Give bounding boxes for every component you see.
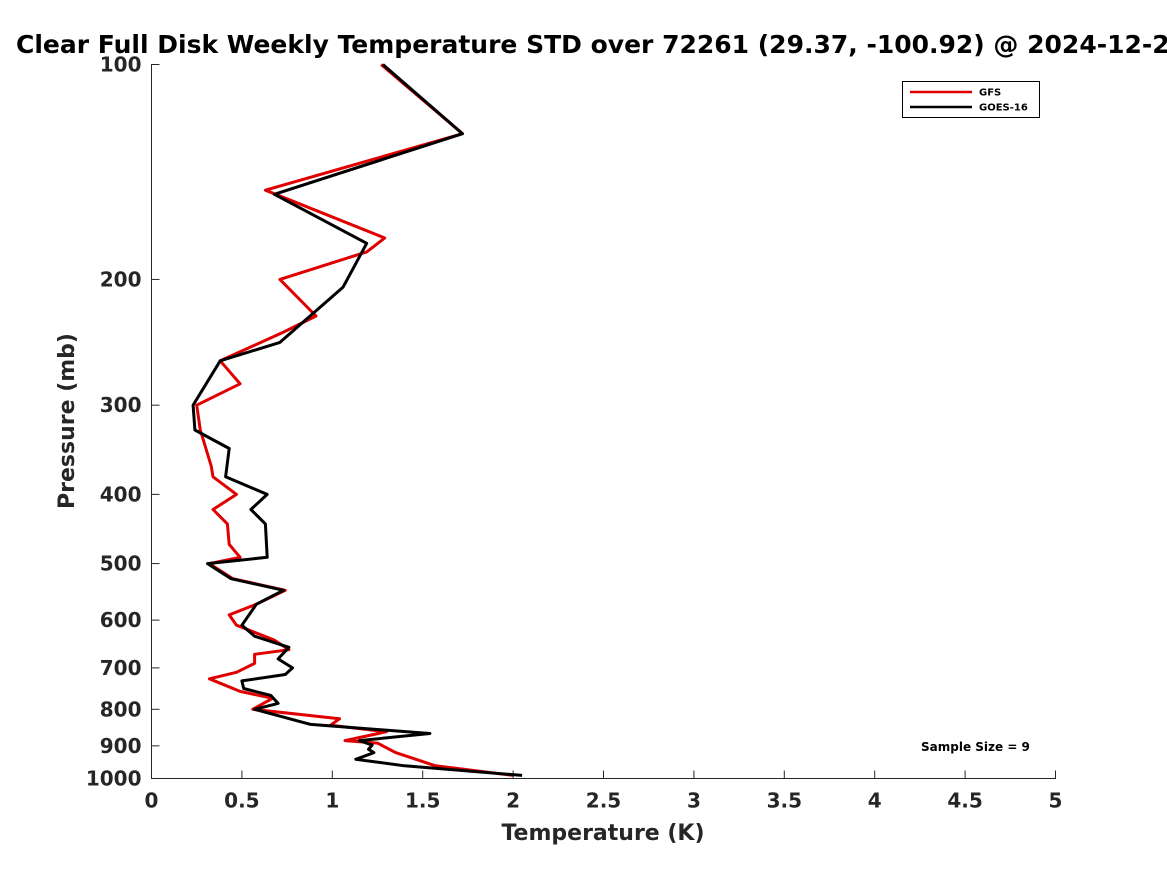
y-tick-label: 200 [100, 267, 142, 291]
chart-title: Clear Full Disk Weekly Temperature STD o… [16, 30, 1167, 59]
x-tick-label: 4 [868, 789, 882, 813]
x-tick-label: 0 [145, 789, 159, 813]
y-tick-label: 100 [100, 53, 142, 77]
x-tick-label: 1.5 [405, 789, 440, 813]
x-tick-label: 3.5 [767, 789, 802, 813]
series-line-gfs [195, 63, 514, 777]
y-tick-label: 700 [100, 656, 142, 680]
legend-box [902, 81, 1040, 118]
y-tick-label: 300 [100, 393, 142, 417]
y-axis-label: Pressure (mb) [55, 333, 80, 509]
y-tick-label: 800 [100, 697, 142, 721]
x-tick-label: 4.5 [947, 789, 982, 813]
y-tick-label: 900 [100, 734, 142, 758]
x-tick-label: 2.5 [586, 789, 621, 813]
y-tick-label: 1000 [86, 767, 142, 791]
x-tick-label: 0.5 [224, 789, 259, 813]
y-tick-label: 400 [100, 482, 142, 506]
x-axis-label: Temperature (K) [501, 821, 704, 846]
legend-label-goes-16: GOES-16 [979, 103, 1028, 114]
x-tick-label: 2 [506, 789, 520, 813]
series-line-goes-16 [191, 63, 523, 777]
x-ticks: 0 0.5 1 1.5 2 2.5 3 3.5 4 4.5 5 [145, 770, 1063, 813]
y-ticks: 100 200 300 400 500 600 700 800 900 1000 [86, 53, 160, 791]
y-tick-label: 600 [100, 608, 142, 632]
y-tick-label: 500 [100, 552, 142, 576]
legend-label-gfs: GFS [979, 88, 1001, 99]
sample-size-annotation: Sample Size = 9 [921, 740, 1030, 754]
x-tick-label: 5 [1049, 789, 1063, 813]
legend: GFS GOES-16 [902, 81, 1040, 118]
x-tick-label: 3 [687, 789, 701, 813]
series-group [191, 63, 523, 777]
x-tick-label: 1 [325, 789, 339, 813]
